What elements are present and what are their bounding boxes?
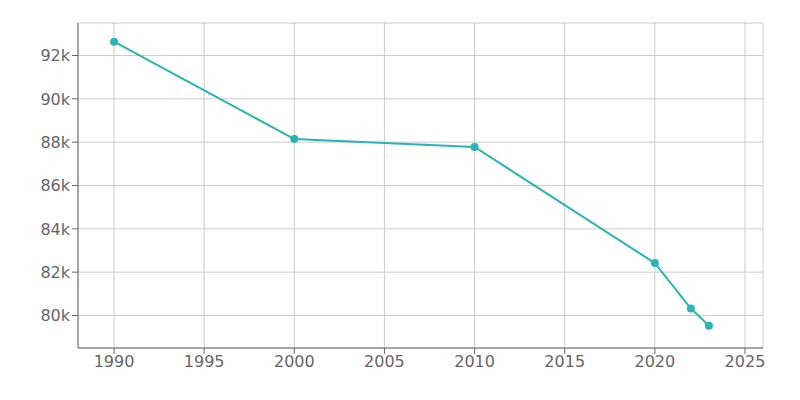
svg-text:2000: 2000 — [274, 352, 315, 371]
svg-text:1995: 1995 — [184, 352, 225, 371]
svg-text:2020: 2020 — [634, 352, 675, 371]
svg-text:92k: 92k — [40, 46, 70, 65]
svg-text:84k: 84k — [40, 220, 70, 239]
svg-text:1990: 1990 — [94, 352, 135, 371]
svg-text:90k: 90k — [40, 90, 70, 109]
svg-text:86k: 86k — [40, 176, 70, 195]
svg-text:2025: 2025 — [725, 352, 766, 371]
svg-text:2005: 2005 — [364, 352, 405, 371]
svg-text:2015: 2015 — [544, 352, 585, 371]
svg-text:82k: 82k — [40, 263, 70, 282]
svg-text:2010: 2010 — [454, 352, 495, 371]
svg-text:88k: 88k — [40, 133, 70, 152]
svg-text:80k: 80k — [40, 306, 70, 325]
